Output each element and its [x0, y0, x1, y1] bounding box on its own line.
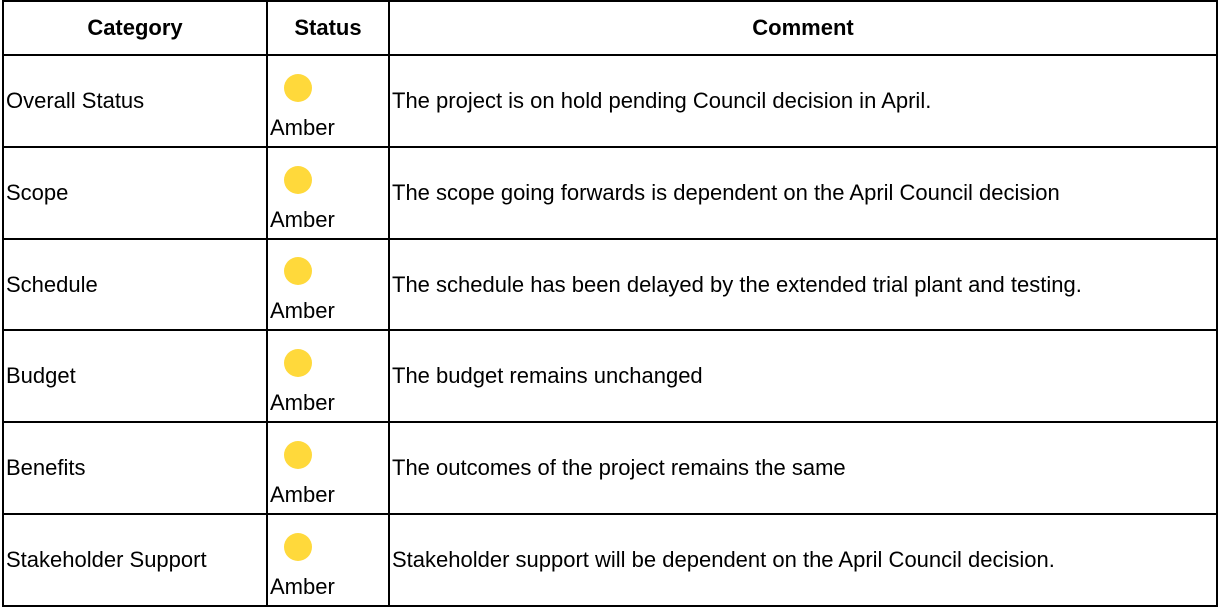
- comment-cell: The project is on hold pending Council d…: [389, 55, 1217, 147]
- comment-cell: The scope going forwards is dependent on…: [389, 146, 1217, 239]
- column-header: Category: [3, 1, 267, 55]
- comment-cell: The outcomes of the project remains the …: [389, 422, 1217, 515]
- status-dot: [284, 73, 312, 102]
- category-cell: Overall Status: [3, 55, 267, 147]
- status-cell: Amber: [267, 514, 389, 606]
- status-label: Amber: [270, 482, 335, 508]
- status-cell: Amber: [267, 422, 389, 515]
- status-dot: [284, 441, 312, 470]
- status-dot: [284, 533, 312, 561]
- table-body: Overall Status Amber The project is on hol…: [3, 55, 1217, 606]
- comment-cell: The budget remains unchanged: [389, 330, 1217, 423]
- status-dot: [284, 165, 312, 194]
- status-label: Amber: [270, 390, 335, 416]
- status-label: Amber: [270, 298, 335, 324]
- status-cell: Amber: [267, 146, 389, 239]
- table-row: Schedule Amber The schedule has been delay…: [3, 238, 1217, 331]
- table-row: Benefits Amber The outcomes of the project…: [3, 422, 1217, 515]
- status-dot: [284, 349, 312, 378]
- table-row: Overall Status Amber The project is on hol…: [3, 55, 1217, 147]
- status-cell: Amber: [267, 238, 389, 331]
- category-cell: Schedule: [3, 238, 267, 331]
- table-row: Stakeholder Support Amber Stakeholder supp…: [3, 514, 1217, 606]
- comment-cell: The schedule has been delayed by the ext…: [389, 238, 1217, 331]
- status-cell: Amber: [267, 330, 389, 423]
- table-row: Budget Amber The budget remains unchanged: [3, 330, 1217, 423]
- status-label: Amber: [270, 574, 335, 599]
- status-dot: [284, 257, 312, 286]
- column-header: Status: [267, 1, 389, 55]
- status-label: Amber: [270, 206, 335, 232]
- category-cell: Budget: [3, 330, 267, 423]
- category-cell: Scope: [3, 146, 267, 239]
- category-cell: Stakeholder Support: [3, 514, 267, 606]
- status-cell: Amber: [267, 55, 389, 147]
- column-header: Comment: [389, 1, 1217, 55]
- category-cell: Benefits: [3, 422, 267, 515]
- header-row: Category Status Comment: [3, 1, 1217, 55]
- comment-cell: Stakeholder support will be dependent on…: [389, 514, 1217, 606]
- table-row: Scope Amber The scope going forwards is de…: [3, 146, 1217, 239]
- status-label: Amber: [270, 114, 335, 140]
